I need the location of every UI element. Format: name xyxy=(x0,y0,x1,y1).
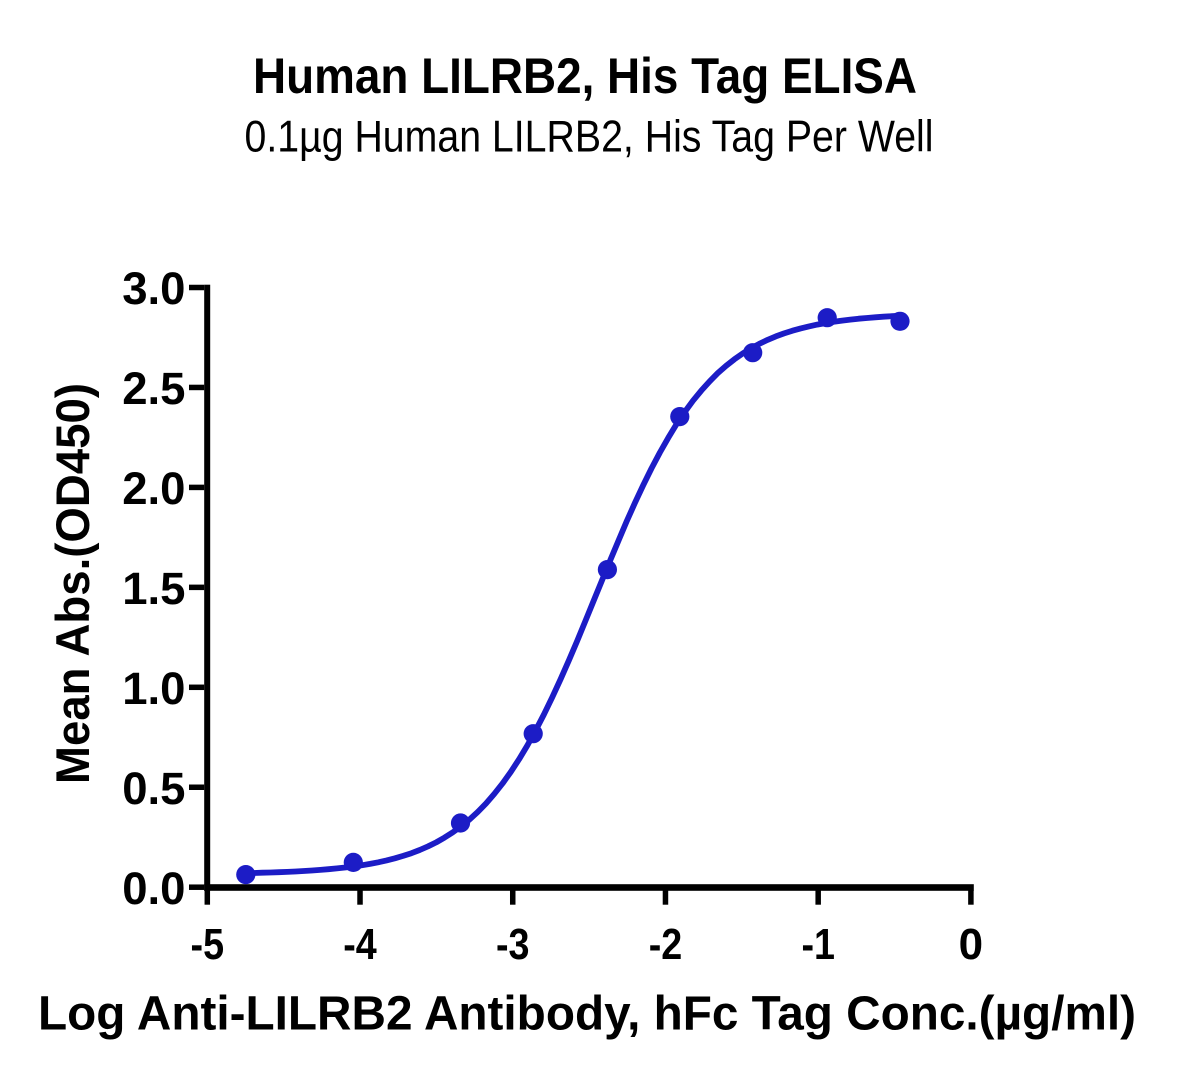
svg-text:0.1µg Human LILRB2, His Tag Pe: 0.1µg Human LILRB2, His Tag Per Well xyxy=(245,112,934,161)
svg-text:1.5: 1.5 xyxy=(122,563,185,614)
svg-text:Log Anti-LILRB2 Antibody, hFc: Log Anti-LILRB2 Antibody, hFc Tag Conc.(… xyxy=(38,988,1136,1041)
svg-text:-3: -3 xyxy=(496,920,530,969)
svg-text:-5: -5 xyxy=(191,920,225,969)
svg-text:0: 0 xyxy=(959,920,983,969)
svg-text:2.5: 2.5 xyxy=(122,363,185,414)
svg-text:0.0: 0.0 xyxy=(122,863,185,914)
svg-text:-1: -1 xyxy=(801,920,835,969)
svg-text:1.0: 1.0 xyxy=(122,663,185,714)
svg-text:-4: -4 xyxy=(343,920,377,969)
svg-text:Mean Abs.(OD450): Mean Abs.(OD450) xyxy=(47,383,100,784)
svg-text:Human LILRB2, His Tag ELISA: Human LILRB2, His Tag ELISA xyxy=(253,48,917,104)
svg-text:0.5: 0.5 xyxy=(122,763,185,814)
svg-text:-2: -2 xyxy=(649,920,683,969)
svg-text:2.0: 2.0 xyxy=(122,463,185,514)
svg-text:3.0: 3.0 xyxy=(122,263,185,314)
